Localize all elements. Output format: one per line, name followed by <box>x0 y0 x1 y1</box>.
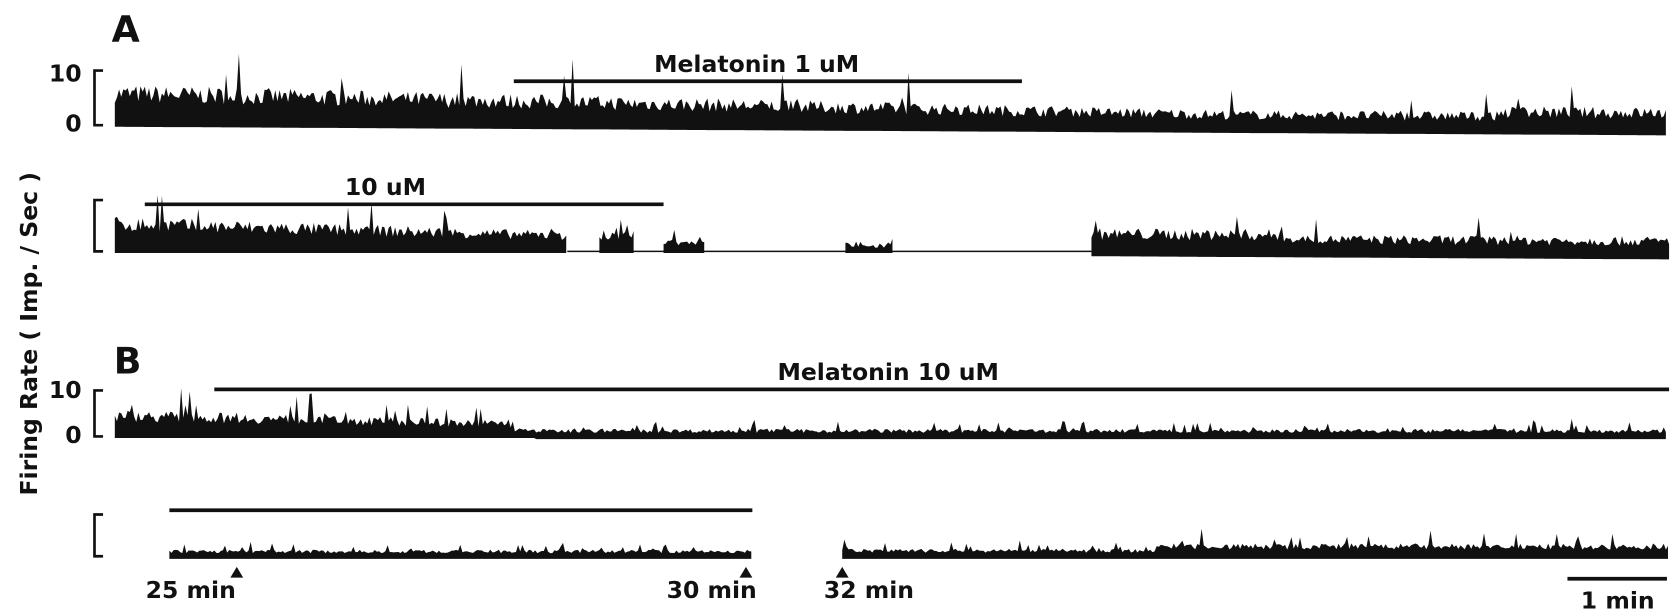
firing-trace <box>114 54 1666 136</box>
panel-label: B <box>114 340 142 383</box>
scale-bracket <box>93 198 104 253</box>
firing-trace <box>842 528 1669 559</box>
firing-trace <box>663 229 705 253</box>
time-marker <box>739 566 753 578</box>
treatment-label: 10 uM <box>345 173 426 201</box>
scale-bracket <box>93 389 104 438</box>
time-label: 25 min <box>146 576 236 604</box>
firing-trace <box>114 388 1666 440</box>
time-marker <box>230 566 244 578</box>
time-label: 32 min <box>824 576 914 604</box>
firing-trace <box>1091 216 1670 260</box>
y-tick-label: 0 <box>65 421 81 449</box>
panel-label: A <box>112 8 140 51</box>
y-tick-label: 10 <box>49 59 82 87</box>
y-tick-label: 10 <box>49 376 82 404</box>
treatment-label: Melatonin 1 uM <box>654 50 859 78</box>
time-marker <box>835 566 849 578</box>
treatment-label: Melatonin 10 uM <box>777 358 998 386</box>
firing-trace <box>169 541 752 559</box>
scale-bar-label: 1 min <box>1581 587 1655 614</box>
scale-bracket <box>93 513 104 558</box>
y-axis-label: Firing Rate ( Imp. / Sec ) <box>15 172 43 496</box>
firing-trace <box>114 194 567 253</box>
traces <box>114 54 1670 559</box>
y-tick-label: 0 <box>65 110 81 138</box>
firing-trace <box>599 219 634 253</box>
time-label: 30 min <box>667 576 757 604</box>
scale-bracket <box>93 69 104 127</box>
firing-trace <box>845 238 893 253</box>
